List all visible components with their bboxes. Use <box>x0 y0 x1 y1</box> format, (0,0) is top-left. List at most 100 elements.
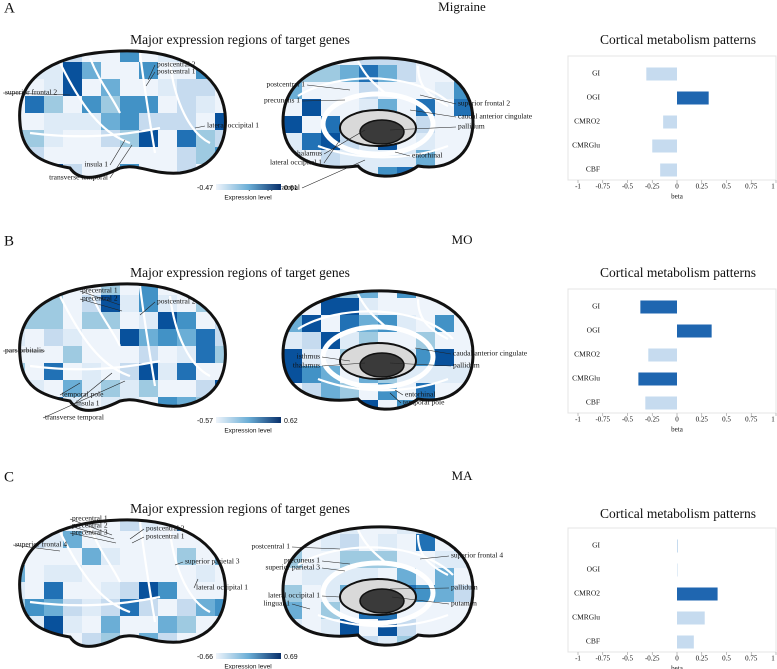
bar <box>646 67 677 81</box>
sulcus <box>138 521 157 623</box>
leader-line <box>419 555 450 560</box>
bar <box>652 139 677 153</box>
leader-line <box>79 298 123 312</box>
sulcus <box>29 595 161 607</box>
brain-region <box>19 50 26 63</box>
brain-region <box>158 147 178 165</box>
brain-region <box>302 133 322 151</box>
brain-region <box>120 565 140 583</box>
brain-region <box>101 531 121 549</box>
brain-region <box>82 397 102 411</box>
x-tick-label: -0.75 <box>595 183 610 191</box>
brain-region <box>63 113 83 131</box>
brain-region <box>19 329 26 347</box>
leader-line <box>409 109 457 118</box>
brain-region <box>25 50 45 63</box>
category-label: CMRO2 <box>574 117 600 126</box>
brain-region <box>302 349 322 367</box>
brain-region <box>454 167 473 177</box>
region-label: superior parietal 3 <box>185 557 240 566</box>
brain-region <box>435 602 455 620</box>
brain-region <box>397 526 417 535</box>
brain-region <box>158 582 178 600</box>
sulcus <box>297 310 454 340</box>
x-tick-label: -1 <box>575 655 581 663</box>
brain-region <box>101 295 121 313</box>
category-label: CMRGlu <box>572 374 600 383</box>
x-tick-label: -1 <box>575 416 581 424</box>
brain-region <box>435 82 455 100</box>
sulcus <box>297 77 454 107</box>
brain-region <box>302 568 322 586</box>
plot-frame <box>567 55 777 181</box>
brain-region <box>283 57 284 66</box>
bar-chart: Cortical metabolism patterns GI OGI CMRO2 CM… <box>567 32 777 201</box>
x-tick-label: 1 <box>771 416 775 424</box>
region-label: caudal anterior cingulate <box>453 349 528 358</box>
brain-region <box>321 534 341 552</box>
brain-region <box>120 50 140 63</box>
brain-region <box>454 585 473 603</box>
brain-region <box>120 346 140 364</box>
brain-region <box>44 548 64 566</box>
region-label: insula 1 <box>84 160 108 169</box>
region-label: postcentral 2 <box>146 524 185 533</box>
brain-region <box>19 164 26 178</box>
brain-region <box>44 329 64 347</box>
brain-region <box>473 150 493 168</box>
category-label: CBF <box>586 398 600 407</box>
brain-region <box>177 363 197 381</box>
region-label: precentral 2 <box>72 521 108 530</box>
brain-region <box>139 147 159 165</box>
brain-region <box>101 346 121 364</box>
region-label: precentral 2 <box>82 294 118 303</box>
brain-region <box>215 633 226 647</box>
brain-region <box>25 565 45 583</box>
brain-region <box>44 113 64 131</box>
sulcus <box>29 359 161 371</box>
leader-line <box>2 92 71 96</box>
panel: C MA Major expression regions of target ge… <box>4 468 503 669</box>
brain-region <box>63 582 83 600</box>
bar <box>660 163 677 177</box>
leader-line <box>291 546 341 550</box>
bar <box>677 587 718 601</box>
brain-outline <box>281 289 475 411</box>
brain-region <box>25 346 45 364</box>
brain-region <box>359 57 379 66</box>
brain-region <box>454 290 473 299</box>
colorbar-label: Expression level <box>224 428 272 435</box>
leader-line <box>391 596 450 605</box>
brain-region <box>454 57 473 66</box>
brain-region <box>473 65 493 83</box>
brain-region <box>196 363 216 381</box>
brain-region <box>101 96 121 114</box>
brain-region <box>44 380 64 398</box>
region-label: superior frontal 2 <box>458 99 510 108</box>
x-tick-label: 1 <box>771 183 775 191</box>
brain-region <box>321 551 341 569</box>
brain-region <box>473 281 493 299</box>
brain-region <box>435 332 455 350</box>
brain-region <box>283 568 303 586</box>
x-tick-label: -0.25 <box>645 183 660 191</box>
brain-region <box>120 582 140 600</box>
brain-region <box>101 50 121 63</box>
panel: B MO Major expression regions of target ge… <box>3 232 528 435</box>
brain-region <box>340 332 360 350</box>
brain-region <box>25 329 45 347</box>
brain-region <box>340 57 360 66</box>
brain-region <box>196 130 216 148</box>
brain-region <box>19 147 26 165</box>
brain-region <box>158 565 178 583</box>
sulcus <box>168 295 211 377</box>
x-tick-label: 0.25 <box>696 183 709 191</box>
brain-region <box>283 526 284 535</box>
brain-region <box>283 290 303 299</box>
brain-region <box>25 397 45 411</box>
category-label: OGI <box>587 326 601 335</box>
x-tick-label: -0.25 <box>645 655 660 663</box>
brain-region <box>215 96 226 114</box>
category-label: CMRO2 <box>574 350 600 359</box>
brain-region <box>63 130 83 148</box>
